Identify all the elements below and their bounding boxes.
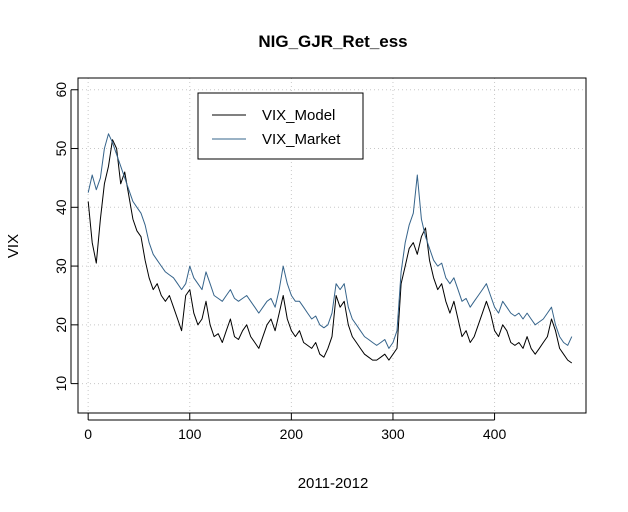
legend-box: [197, 92, 364, 160]
y-axis-label: VIX: [5, 234, 22, 258]
plot-box: [77, 77, 587, 414]
y-tick-label: 50: [53, 141, 69, 157]
x-axis: 0 100 200 300 400: [84, 413, 506, 442]
chart-title: NIG_GJR_Ret_ess: [258, 32, 407, 51]
legend: VIX_Model VIX_Market: [197, 92, 364, 160]
y-tick-label: 10: [53, 376, 69, 392]
y-tick-label: 20: [53, 317, 69, 333]
series-layer: [87, 133, 573, 364]
y-tick-label: 40: [53, 199, 69, 215]
legend-label-model: VIX_Model: [262, 107, 335, 124]
series-line-market: [87, 133, 573, 349]
legend-label-market: VIX_Market: [262, 131, 341, 148]
y-tick-label: 30: [53, 258, 69, 274]
grid: [78, 78, 586, 413]
x-tick-label: 200: [280, 426, 304, 442]
x-tick-label: 100: [178, 426, 202, 442]
x-tick-label: 300: [381, 426, 405, 442]
y-axis: 10 20 30 40 50 60: [53, 82, 78, 392]
x-tick-label: 0: [84, 426, 92, 442]
series-line-model: [87, 139, 573, 364]
y-tick-label: 60: [53, 82, 69, 98]
x-tick-label: 400: [483, 426, 507, 442]
x-axis-label: 2011-2012: [298, 475, 369, 492]
